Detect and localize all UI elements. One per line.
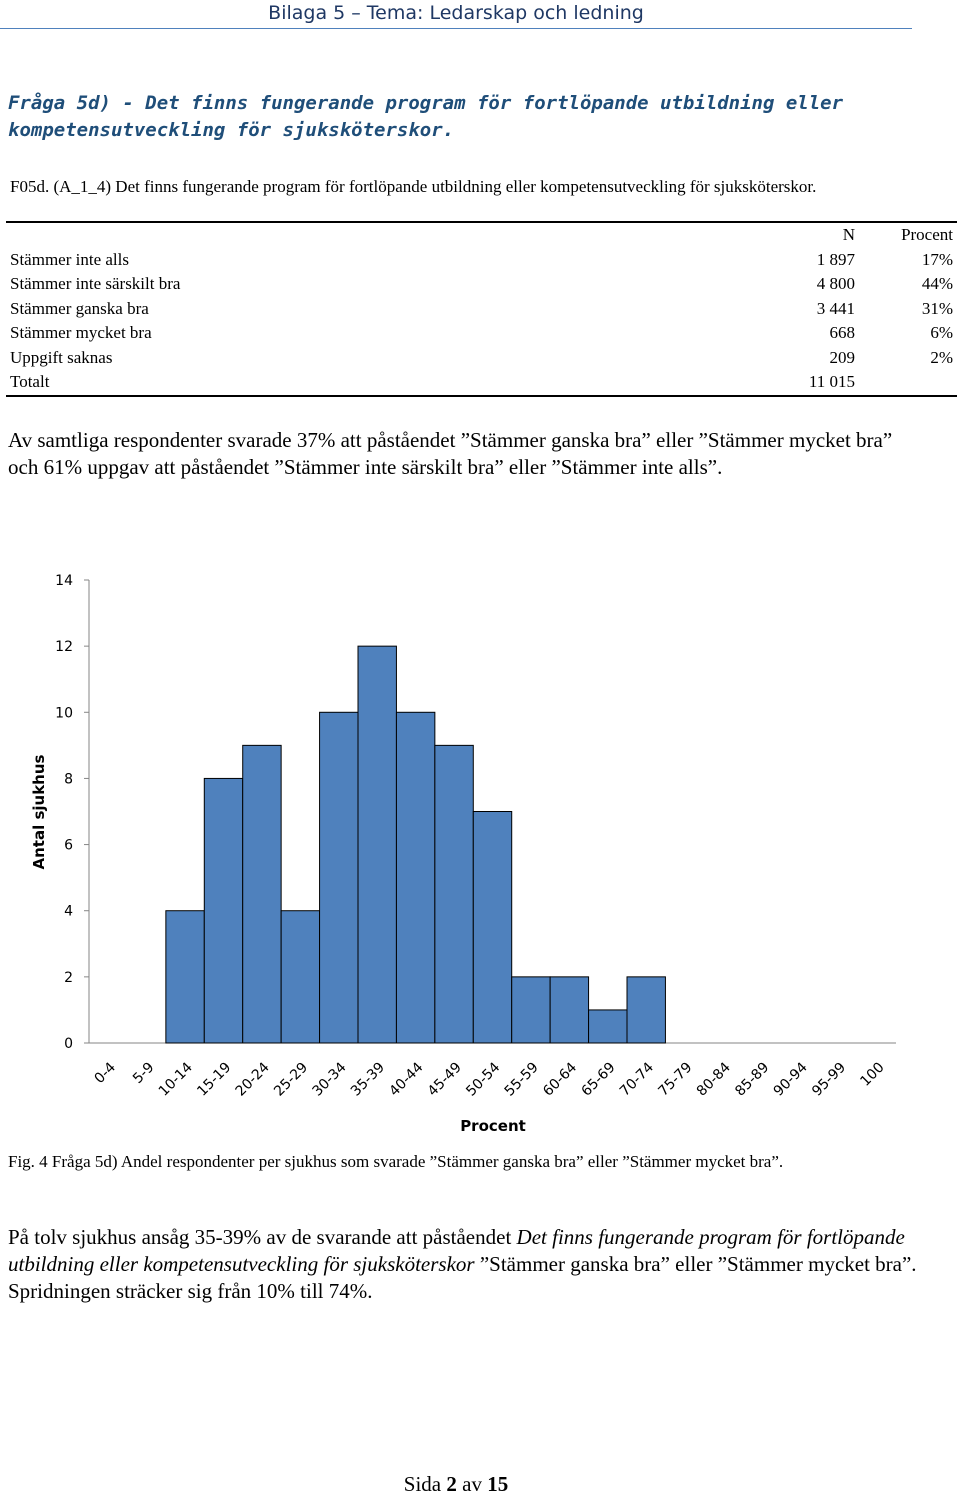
histogram-bar	[549, 976, 590, 1044]
row-label: Stämmer inte särskilt bra	[10, 274, 181, 294]
x-tick-label: 35-39	[348, 1060, 388, 1100]
y-tick-label: 12	[55, 639, 73, 655]
x-tick-label: 60-64	[540, 1059, 580, 1099]
frequency-table: N Procent Stämmer inte alls 1 897 17% St…	[6, 221, 957, 397]
x-tick-label: 45-49	[425, 1060, 465, 1100]
histogram-chart: 0 2 4 6 8 10 12 14 0-4 5-910-1415-1920-2425-2930-…	[30, 573, 896, 1135]
histogram-bar	[357, 645, 397, 1044]
x-tick-label: 40-44	[386, 1059, 426, 1099]
row-percent: 17%	[921, 249, 953, 269]
x-tick-label: 25-29	[271, 1060, 311, 1100]
x-tick-label: 85-89	[732, 1060, 772, 1100]
row-percent: 44%	[921, 274, 953, 294]
summary-text: Av samtliga respondenter svarade 37% att…	[8, 428, 893, 479]
histogram-bar	[203, 777, 244, 1044]
footer-page-number: 2	[446, 1472, 457, 1496]
histogram-bar	[588, 1009, 628, 1044]
x-tick-label: 90-94	[771, 1059, 811, 1099]
footer-page-total: 15	[487, 1472, 509, 1496]
conclusion-italic: Det finns fungerande program för fortlöp…	[8, 1225, 905, 1276]
row-n: 1 897	[816, 249, 855, 269]
table-header-percent: Procent	[859, 221, 957, 248]
row-percent: 31%	[921, 298, 953, 318]
conclusion-part1: På tolv sjukhus ansåg 35-39% av de svara…	[8, 1225, 517, 1249]
conclusion-text: På tolv sjukhus ansåg 35-39% av de svara…	[8, 1224, 918, 1305]
row-label: Stämmer inte alls	[10, 249, 129, 269]
x-tick-label: 30-34	[310, 1059, 350, 1099]
row-label: Stämmer ganska bra	[10, 298, 149, 318]
conclusion-part2: ”Stämmer ganska bra” eller ”Stämmer myck…	[8, 1252, 917, 1303]
row-n: 668	[829, 323, 856, 343]
histogram-bar	[319, 711, 359, 1044]
y-axis-title: Antal sjukhus	[30, 754, 48, 869]
y-tick-label: 0	[64, 1036, 73, 1052]
row-n: 209	[829, 347, 856, 367]
table-header-row: N Procent	[6, 221, 957, 248]
y-tick-label: 6	[64, 838, 73, 854]
question-heading: Fråga 5d) - Det finns fungerande program…	[8, 92, 844, 141]
histogram-bar	[626, 976, 666, 1044]
x-tick-label: 50-54	[463, 1059, 503, 1099]
question-text: F05d. (A_1_4) Det finns fungerande progr…	[10, 177, 817, 196]
x-tick-label: 20-24	[233, 1059, 273, 1099]
y-tick-label: 10	[55, 705, 73, 721]
page-footer: Sida 2 av 15	[0, 1472, 912, 1497]
table-row: Stämmer ganska bra 3 441 31%	[6, 297, 957, 322]
x-tick-label: 70-74	[617, 1059, 657, 1099]
table-row: Stämmer inte särskilt bra 4 800 44%	[6, 272, 957, 297]
row-percent: 6%	[930, 323, 953, 343]
total-n: 11 015	[741, 370, 859, 397]
y-tick-label: 4	[64, 904, 73, 920]
footer-middle: av	[456, 1472, 488, 1496]
histogram-bar	[434, 744, 474, 1044]
y-tick-label: 2	[64, 970, 73, 986]
x-tick-label: 65-69	[579, 1060, 619, 1100]
y-tick-label: 14	[55, 573, 73, 589]
header-title: Bilaga 5 – Tema: Ledarskap och ledning	[268, 2, 644, 24]
x-tick-label: 10-14	[156, 1059, 196, 1099]
x-axis-title: Procent	[460, 1117, 526, 1135]
table-header-label	[6, 221, 741, 248]
total-label: Totalt	[6, 370, 741, 397]
histogram-bar	[165, 910, 205, 1044]
histogram-bar	[395, 711, 436, 1044]
x-tick-label: 80-84	[694, 1059, 734, 1099]
histogram-bar	[242, 744, 282, 1044]
table-row: Stämmer mycket bra 668 6%	[6, 321, 957, 346]
x-tick-label: 75-79	[655, 1060, 695, 1100]
x-tick-label: 100	[857, 1060, 887, 1090]
table-total-row: Totalt 11 015	[6, 370, 957, 397]
x-tick-label: 0-4	[92, 1059, 120, 1087]
table-header-n: N	[741, 221, 859, 248]
row-label: Uppgift saknas	[10, 347, 113, 367]
row-percent: 2%	[930, 347, 953, 367]
row-n: 3 441	[816, 298, 855, 318]
histogram-bar	[472, 811, 513, 1044]
x-tick-label: 95-99	[809, 1060, 849, 1100]
x-tick-label: 15-19	[194, 1060, 234, 1100]
x-tick-label: 55-59	[502, 1060, 542, 1100]
table-row: Stämmer inte alls 1 897 17%	[6, 248, 957, 273]
figure-caption: Fig. 4 Fråga 5d) Andel respondenter per …	[8, 1152, 784, 1171]
row-n: 4 800	[816, 274, 855, 294]
y-tick-label: 8	[64, 771, 73, 787]
row-label: Stämmer mycket bra	[10, 323, 152, 343]
x-tick-label: 5-9	[130, 1060, 157, 1087]
page-header: Bilaga 5 – Tema: Ledarskap och ledning	[0, 0, 912, 29]
total-percent	[859, 370, 957, 397]
histogram-bar	[280, 910, 321, 1044]
footer-prefix: Sida	[403, 1472, 447, 1496]
table-row: Uppgift saknas 209 2%	[6, 346, 957, 371]
histogram-bar	[511, 976, 551, 1044]
